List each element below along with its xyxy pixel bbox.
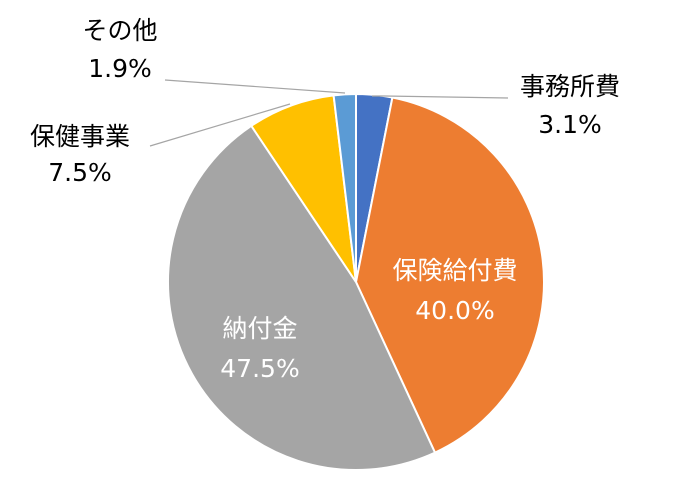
slice-label: 事務所費 — [520, 72, 620, 101]
leader-line — [164, 79, 346, 94]
leader-line — [149, 103, 291, 147]
slice-label: 保険給付費 — [392, 256, 517, 285]
slice-value-label: 47.5% — [220, 354, 299, 383]
slice-value-label: 7.5% — [48, 158, 112, 187]
slice-label: その他 — [82, 16, 157, 45]
pie-slice — [167, 124, 437, 471]
pie-slice — [354, 96, 545, 454]
leader-line — [372, 95, 509, 99]
pie-slice — [332, 92, 357, 283]
slice-label: 納付金 — [222, 314, 297, 343]
slice-value-label: 3.1% — [538, 110, 602, 139]
slice-value-label: 40.0% — [415, 296, 494, 325]
slice-label: 保健事業 — [30, 122, 130, 151]
slice-value-label: 1.9% — [88, 54, 152, 83]
